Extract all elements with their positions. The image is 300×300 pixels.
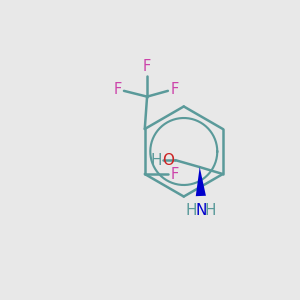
Polygon shape — [196, 167, 206, 196]
Text: F: F — [170, 82, 178, 97]
Text: O: O — [162, 153, 174, 168]
Text: H: H — [150, 153, 162, 168]
Text: F: F — [143, 58, 151, 74]
Text: H: H — [204, 203, 216, 218]
Text: F: F — [113, 82, 122, 97]
Text: H: H — [186, 203, 197, 218]
Text: F: F — [170, 167, 178, 182]
Text: N: N — [195, 203, 206, 218]
